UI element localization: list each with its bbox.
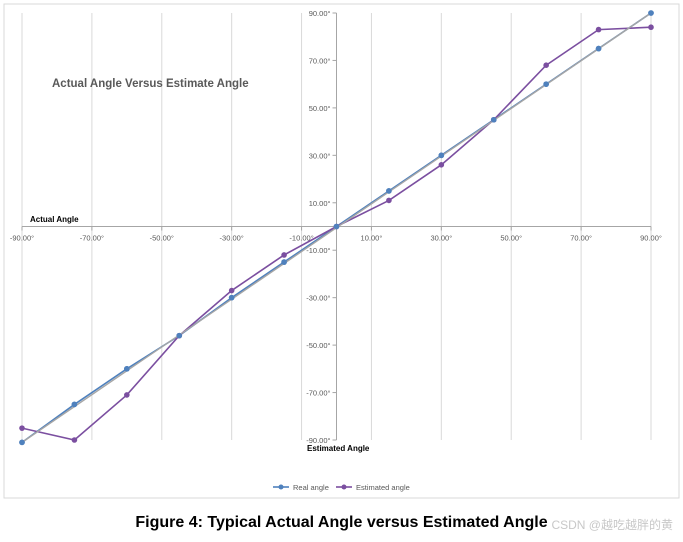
y-tick-label: -50.00° bbox=[306, 341, 330, 350]
data-point-0 bbox=[543, 81, 549, 87]
watermark-text: CSDN @越吃越胖的黄 bbox=[551, 518, 673, 532]
y-tick-label: -70.00° bbox=[306, 389, 330, 398]
legend-swatch-marker bbox=[278, 484, 284, 490]
y-tick-label: 90.00° bbox=[309, 9, 331, 18]
data-point-0 bbox=[648, 10, 654, 16]
y-tick-label: 70.00° bbox=[309, 56, 331, 65]
x-tick-label: -10.00° bbox=[289, 234, 313, 243]
data-point-1 bbox=[228, 287, 235, 294]
x-tick-label: -90.00° bbox=[10, 234, 34, 243]
data-point-0 bbox=[333, 223, 340, 230]
x-tick-label: 70.00° bbox=[570, 234, 592, 243]
data-point-0 bbox=[124, 366, 130, 372]
figure-caption: Figure 4: Typical Actual Angle versus Es… bbox=[135, 514, 548, 531]
data-point-1 bbox=[281, 252, 287, 258]
chart-border bbox=[3, 3, 680, 499]
data-point-0 bbox=[176, 332, 183, 339]
data-point-1 bbox=[648, 24, 654, 31]
x-tick-label: 50.00° bbox=[500, 234, 522, 243]
data-point-0 bbox=[438, 152, 445, 159]
legend-label: Estimated angle bbox=[356, 483, 410, 492]
data-point-1 bbox=[124, 392, 130, 398]
data-point-0 bbox=[386, 188, 392, 194]
chart-title: Actual Angle Versus Estimate Angle bbox=[52, 78, 249, 90]
data-point-1 bbox=[438, 162, 445, 168]
data-point-1 bbox=[386, 197, 392, 204]
y-axis-title: Actual Angle bbox=[30, 215, 79, 224]
data-point-1 bbox=[19, 425, 25, 431]
x-tick-label: 30.00° bbox=[430, 234, 452, 243]
x-axis-title: Estimated Angle bbox=[307, 444, 370, 453]
data-point-0 bbox=[490, 116, 497, 123]
y-tick-label: 30.00° bbox=[309, 151, 331, 160]
x-tick-label: 10.00° bbox=[361, 234, 383, 243]
x-tick-label: 90.00° bbox=[640, 234, 662, 243]
x-tick-label: -70.00° bbox=[80, 234, 104, 243]
data-point-0 bbox=[281, 259, 287, 265]
data-point-0 bbox=[19, 439, 25, 446]
legend-swatch-marker bbox=[341, 484, 347, 490]
data-point-0 bbox=[595, 45, 602, 52]
data-point-1 bbox=[543, 62, 549, 68]
y-tick-label: -90.00° bbox=[306, 436, 330, 445]
y-tick-label: 10.00° bbox=[309, 199, 331, 208]
y-tick-label: -30.00° bbox=[306, 294, 330, 303]
data-point-0 bbox=[228, 294, 235, 301]
y-tick-label: -10.00° bbox=[306, 246, 330, 255]
x-tick-label: -30.00° bbox=[220, 234, 244, 243]
legend-label: Real angle bbox=[293, 483, 329, 492]
y-tick-label: 50.00° bbox=[309, 104, 331, 113]
data-point-0 bbox=[71, 401, 78, 408]
data-point-1 bbox=[595, 26, 602, 33]
x-tick-label: -50.00° bbox=[150, 234, 174, 243]
data-point-1 bbox=[71, 437, 78, 443]
